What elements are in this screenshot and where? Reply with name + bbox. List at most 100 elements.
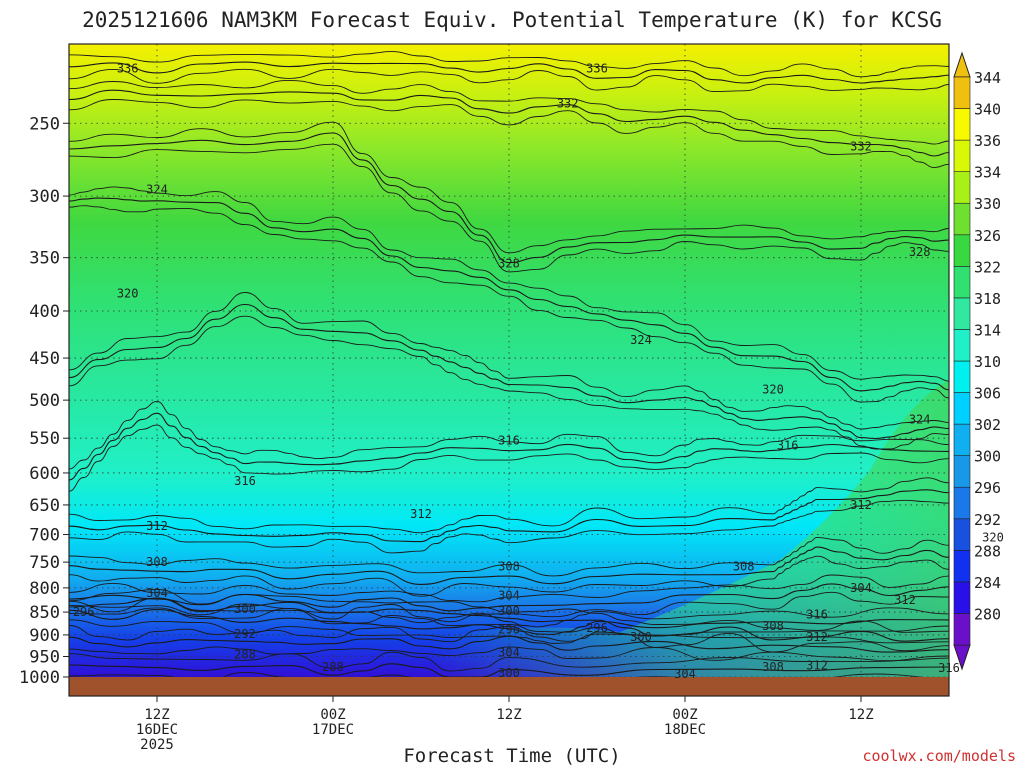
colorbar-label: 310 xyxy=(974,353,1001,371)
contour-line xyxy=(69,499,949,554)
contour-label: 312 xyxy=(410,507,432,521)
colorbar-swatch xyxy=(953,297,971,330)
svg-text:316: 316 xyxy=(498,433,520,447)
svg-text:328: 328 xyxy=(909,245,931,259)
pressure-tick-label: 1000 xyxy=(19,668,60,688)
contour-label: 308 xyxy=(733,559,755,573)
svg-text:308: 308 xyxy=(762,619,784,633)
time-tick-label: 12Z xyxy=(848,707,873,723)
time-tick-label: 18DEC xyxy=(664,722,706,738)
svg-text:320: 320 xyxy=(762,383,784,397)
colorbar-label: 318 xyxy=(974,290,1001,308)
svg-text:308: 308 xyxy=(733,559,755,573)
time-tick-label: 16DEC xyxy=(136,722,178,738)
pressure-tick-label: 400 xyxy=(29,302,60,322)
colorbar-label: 314 xyxy=(974,321,1001,339)
ground-terrain xyxy=(69,677,949,696)
pressure-tick-label: 850 xyxy=(29,603,60,623)
colorbar-label: 296 xyxy=(974,479,1001,497)
svg-text:300: 300 xyxy=(630,630,652,644)
time-tick-label: 00Z xyxy=(672,707,697,723)
contour-label: 316 xyxy=(777,438,799,452)
svg-text:308: 308 xyxy=(498,559,520,573)
contour-label: 316 xyxy=(234,474,256,488)
colorbar-label: 280 xyxy=(974,605,1001,623)
pressure-tick-label: 600 xyxy=(29,464,60,484)
contour-label: 312 xyxy=(806,630,828,644)
contour-line xyxy=(69,597,949,628)
pressure-tick-label: 450 xyxy=(29,349,60,369)
contour-label: 304 xyxy=(498,645,520,659)
contour-label: 296 xyxy=(586,621,608,635)
svg-text:316: 316 xyxy=(777,438,799,452)
pressure-tick-label: 350 xyxy=(29,249,60,269)
contour-label: 316 xyxy=(498,433,520,447)
colorbar-label: 300 xyxy=(974,448,1001,466)
contour-label: 288 xyxy=(322,660,344,674)
contour-292 xyxy=(69,635,949,653)
colorbar-label: 284 xyxy=(974,574,1001,592)
svg-text:312: 312 xyxy=(894,593,916,607)
svg-text:324: 324 xyxy=(630,333,652,347)
contour-label: 296 xyxy=(498,623,520,637)
contour-line xyxy=(69,607,949,653)
colorbar-swatch xyxy=(953,423,971,456)
contour-320 xyxy=(69,303,949,440)
svg-text:296: 296 xyxy=(586,621,608,635)
chart-title: 2025121606 NAM3KM Forecast Equiv. Potent… xyxy=(82,8,942,32)
time-tick-label: 2025 xyxy=(140,737,174,753)
colorbar-label: 306 xyxy=(974,385,1001,403)
contour-line xyxy=(69,625,949,644)
svg-text:288: 288 xyxy=(322,660,344,674)
svg-text:300: 300 xyxy=(234,602,256,616)
colorbar-label: 334 xyxy=(974,164,1001,182)
contour-label: 292 xyxy=(234,627,256,641)
contour-label: 308 xyxy=(762,660,784,674)
contour-label: 336 xyxy=(586,62,608,76)
contour-line xyxy=(69,424,949,492)
contour-label: 288 xyxy=(234,647,256,661)
contour-line xyxy=(69,68,949,93)
svg-text:300: 300 xyxy=(498,666,520,680)
svg-text:328: 328 xyxy=(498,256,520,270)
svg-text:312: 312 xyxy=(146,519,168,533)
contour-336 xyxy=(69,61,949,84)
svg-text:332: 332 xyxy=(850,140,872,154)
colorbar-swatch xyxy=(953,329,971,362)
contour-line xyxy=(69,51,949,78)
contour-line xyxy=(69,477,949,534)
contour-label: 320 xyxy=(762,383,784,397)
contour-label: 316 xyxy=(938,661,960,675)
colorbar-label: 326 xyxy=(974,227,1001,245)
colorbar-swatch xyxy=(953,581,971,614)
svg-text:320: 320 xyxy=(117,287,139,301)
svg-text:316: 316 xyxy=(806,607,828,621)
pressure-tick-label: 750 xyxy=(29,553,60,573)
contour-label: 316 xyxy=(806,607,828,621)
contour-label: 328 xyxy=(909,245,931,259)
colorbar-swatch xyxy=(953,76,971,109)
pressure-tick-label: 900 xyxy=(29,626,60,646)
contour-316 xyxy=(69,412,949,481)
contour-312 xyxy=(69,489,949,543)
colorbar-swatch xyxy=(953,108,971,141)
svg-text:304: 304 xyxy=(146,586,168,600)
svg-text:320: 320 xyxy=(982,530,1004,544)
contour-label: 300 xyxy=(498,666,520,680)
contour-label: 312 xyxy=(894,593,916,607)
colorbar-label: 292 xyxy=(974,511,1001,529)
x-axis-label: Forecast Time (UTC) xyxy=(403,745,621,767)
colorbar-swatch xyxy=(953,550,971,583)
pressure-tick-label: 950 xyxy=(29,648,60,668)
contour-label: 308 xyxy=(146,555,168,569)
svg-text:300: 300 xyxy=(498,604,520,618)
svg-text:296: 296 xyxy=(498,623,520,637)
pressure-tick-label: 250 xyxy=(29,114,60,134)
site-credit[interactable]: coolwx.com/models xyxy=(862,747,1016,765)
contour-label: 304 xyxy=(146,586,168,600)
contour-label: 320 xyxy=(117,287,139,301)
contour-line xyxy=(69,79,949,145)
contour-label: 308 xyxy=(498,559,520,573)
svg-text:288: 288 xyxy=(234,647,256,661)
